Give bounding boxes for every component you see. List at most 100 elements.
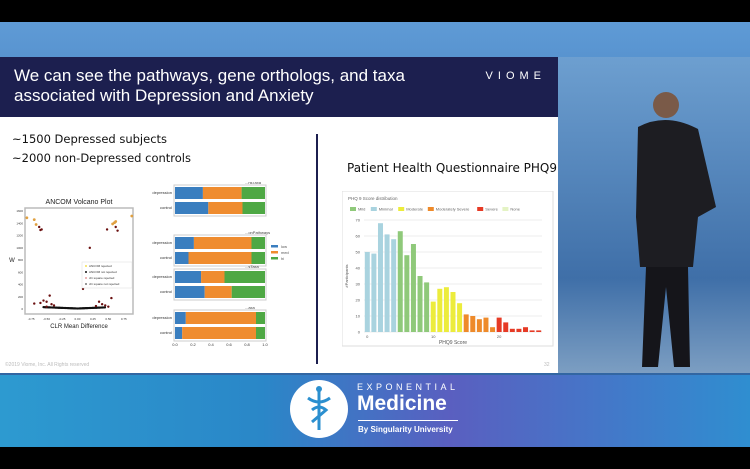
phq-bar — [410, 244, 416, 332]
volcano-ytick: 1200 — [16, 234, 23, 238]
legend-swatch — [502, 207, 509, 211]
phq-bar — [371, 253, 377, 332]
video-frame: We can see the pathways, gene orthologs,… — [0, 22, 750, 447]
stacked-bar-segment-hi — [256, 327, 265, 339]
y-tick: 60 — [356, 234, 361, 239]
row-label: depression — [152, 315, 172, 320]
row-label: depression — [152, 190, 172, 195]
stacked-bar-segment-med — [204, 286, 232, 298]
point-chi-rejected — [94, 304, 98, 308]
panel-title: ...onPathways — [245, 230, 270, 235]
phq-bar — [437, 288, 443, 332]
stacked-bar-segment-med — [202, 187, 242, 199]
point-chi-rejected — [105, 228, 109, 231]
stacked-bar-segment-hi — [251, 237, 265, 249]
volcano-xtick: -0.75 — [28, 317, 35, 321]
phq-bar — [463, 314, 469, 332]
point-chi-rejected — [37, 225, 41, 229]
stacked-bar-segment-hi — [251, 252, 265, 264]
phq-xlabel: PHQ9 Score — [439, 340, 467, 346]
legend-label: Moderately Severe — [436, 207, 470, 212]
phq-bar — [503, 322, 509, 332]
point-chi-rejected — [33, 302, 36, 305]
phq-bar — [417, 276, 423, 332]
point-chi-rejected — [52, 304, 56, 307]
study-stats: ~1500 Depressed subjects ~2000 non-Depre… — [12, 130, 191, 168]
legend-swatch — [271, 245, 278, 248]
x-tick: 0 — [366, 334, 369, 339]
stacked-bar-segment-low — [175, 327, 183, 339]
point-rejected — [25, 216, 29, 220]
phq-bar — [377, 223, 383, 332]
stacked-bar-segment-hi — [242, 202, 265, 214]
caduceus-logo-icon — [290, 380, 348, 438]
point-rejected — [32, 218, 36, 222]
slide-title: We can see the pathways, gene orthologs,… — [14, 66, 405, 105]
volcano-xtick: 0.50 — [105, 317, 111, 321]
x-tick: 0.6 — [226, 342, 232, 347]
legend-label: ANCOM rejected — [89, 264, 112, 268]
legend-marker — [85, 277, 87, 279]
point-chi-rejected — [81, 287, 85, 291]
phq-bar — [443, 287, 449, 332]
row-label: control — [160, 289, 172, 294]
legend-label: chi square rejected — [89, 276, 115, 280]
stat-controls: ~2000 non-Depressed controls — [12, 151, 191, 165]
phq-bar — [523, 327, 529, 332]
row-label: control — [160, 205, 172, 210]
phq-bar — [509, 328, 515, 332]
legend-label: ANCOM not rejected — [89, 270, 117, 274]
phq-bar — [490, 327, 496, 332]
legend-swatch — [398, 207, 405, 211]
volcano-xtick: -0.50 — [43, 317, 50, 321]
stacked-bar-segment-med — [201, 271, 225, 283]
phq-heading: Patient Health Questionnaire PHQ9 — [347, 161, 557, 175]
phq-bar — [404, 255, 410, 332]
legend-marker — [85, 271, 87, 273]
stacked-bar-segment-low — [175, 237, 194, 249]
point-chi-rejected — [97, 300, 101, 303]
legend-swatch — [271, 257, 278, 260]
phq-bar — [450, 292, 456, 332]
volcano-ytick: 1600 — [16, 209, 23, 213]
stacked-bar-segment-med — [182, 327, 256, 339]
phq-bar — [430, 301, 436, 332]
x-tick: 0.4 — [208, 342, 214, 347]
phq-bar — [476, 319, 482, 332]
volcano-ytick: 400 — [18, 283, 23, 287]
x-tick: 0.8 — [244, 342, 250, 347]
volcano-ylabel: W — [9, 258, 15, 264]
phq9-chart: PHQ 9 Score distribution Mild Minimal Moder… — [342, 191, 554, 347]
volcano-title: ANCOM Volcano Plot — [46, 199, 113, 206]
phq-bar — [424, 282, 430, 332]
phq-bar — [457, 303, 463, 332]
stat-depressed: ~1500 Depressed subjects — [12, 132, 168, 146]
legend-swatch — [350, 207, 356, 211]
phq-bar — [536, 330, 542, 332]
x-tick: 1.0 — [262, 342, 268, 347]
volcano-ytick: 1000 — [16, 246, 23, 250]
legend-swatch — [477, 207, 484, 211]
point-rejected — [114, 220, 118, 223]
slide-header: We can see the pathways, gene orthologs,… — [0, 57, 558, 117]
phq-ylabel: #Participants — [344, 264, 349, 287]
point-rejected — [34, 223, 38, 226]
legend-swatch — [427, 207, 434, 211]
point-chi-rejected — [42, 299, 45, 302]
row-label: control — [160, 330, 172, 335]
point-chi-rejected — [48, 294, 51, 297]
y-tick: 20 — [356, 298, 361, 303]
banner-top-text: EXPONENTIAL — [357, 382, 459, 392]
legend-marker — [85, 283, 87, 285]
volcano-xlabel: CLR Mean Difference — [50, 324, 108, 330]
phq-bar — [529, 330, 535, 332]
y-tick: 30 — [356, 282, 361, 287]
banner-main-text: Medicine — [357, 392, 447, 415]
x-tick: 10 — [431, 334, 436, 339]
point-chi-rejected — [116, 229, 119, 232]
point-chi-rejected — [88, 246, 92, 250]
volcano-axes — [24, 207, 134, 315]
volcano-ytick: 0 — [21, 307, 23, 311]
volcano-ytick: 600 — [18, 270, 23, 274]
banner-rule — [358, 420, 458, 421]
